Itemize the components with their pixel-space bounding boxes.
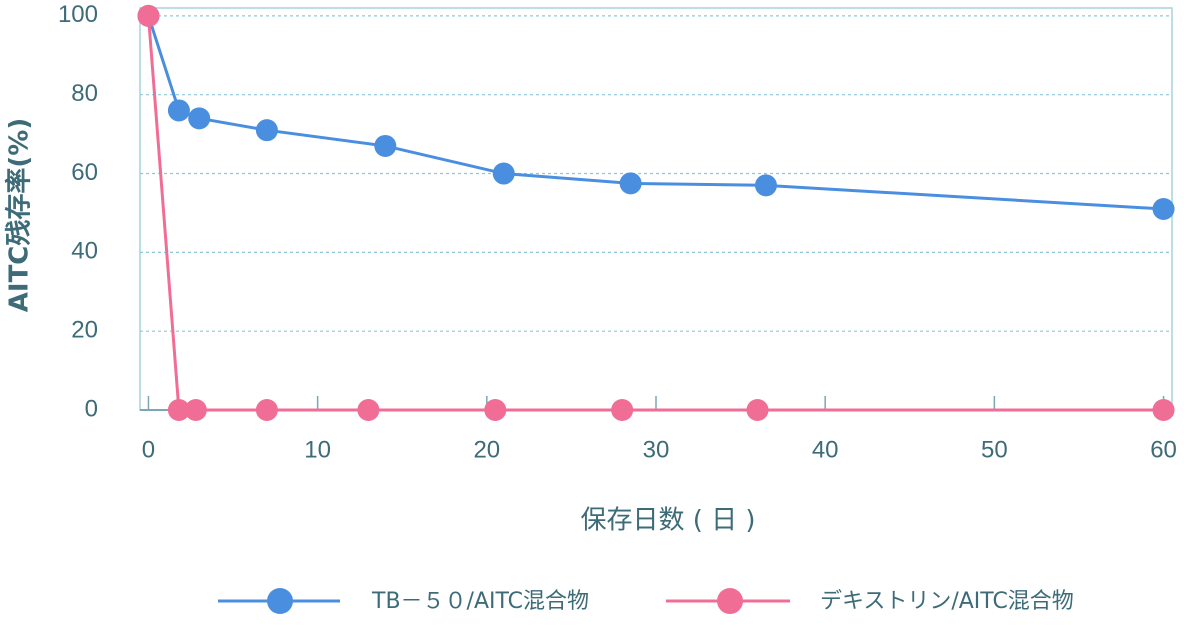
x-tick-label: 50 — [981, 436, 1008, 463]
legend-label: TB－５０/AITC混合物 — [371, 589, 589, 614]
data-point — [1152, 399, 1175, 421]
data-point — [167, 399, 190, 421]
data-point — [1152, 198, 1175, 220]
x-tick-label: 60 — [1150, 436, 1177, 463]
data-point — [137, 4, 160, 27]
y-tick-label: 40 — [71, 238, 98, 265]
data-point — [188, 107, 211, 130]
data-point — [357, 399, 380, 421]
x-tick-label: 20 — [473, 436, 500, 463]
x-tick-label: 10 — [304, 436, 331, 463]
series-line — [147, 15, 1164, 211]
y-tick-label: 20 — [71, 317, 98, 344]
y-tick-label: 80 — [71, 80, 98, 107]
data-point — [754, 174, 777, 197]
x-tick-label: 30 — [643, 436, 670, 463]
legend-marker — [267, 588, 293, 614]
data-point — [492, 162, 515, 185]
x-axis-label: 保存日数 ( 日 ) — [580, 506, 755, 536]
data-point — [255, 399, 278, 421]
data-point — [184, 399, 207, 421]
data-point — [374, 134, 397, 157]
y-axis-label: AITC残存率(%) — [4, 118, 35, 312]
data-point — [619, 172, 642, 195]
data-point — [255, 119, 278, 142]
legend-marker — [717, 588, 743, 614]
x-tick-label: 0 — [142, 436, 155, 463]
series-line — [146, 15, 1164, 412]
y-tick-label: 60 — [71, 159, 98, 186]
data-point — [484, 399, 507, 421]
data-point — [746, 399, 769, 421]
data-point — [611, 399, 634, 421]
data-point — [167, 99, 190, 122]
y-tick-label: 0 — [85, 395, 98, 422]
plot-frame — [139, 7, 1173, 411]
x-tick-label: 40 — [812, 436, 839, 463]
y-tick-label: 100 — [58, 1, 98, 28]
legend-label: デキストリン/AITC混合物 — [820, 589, 1074, 614]
